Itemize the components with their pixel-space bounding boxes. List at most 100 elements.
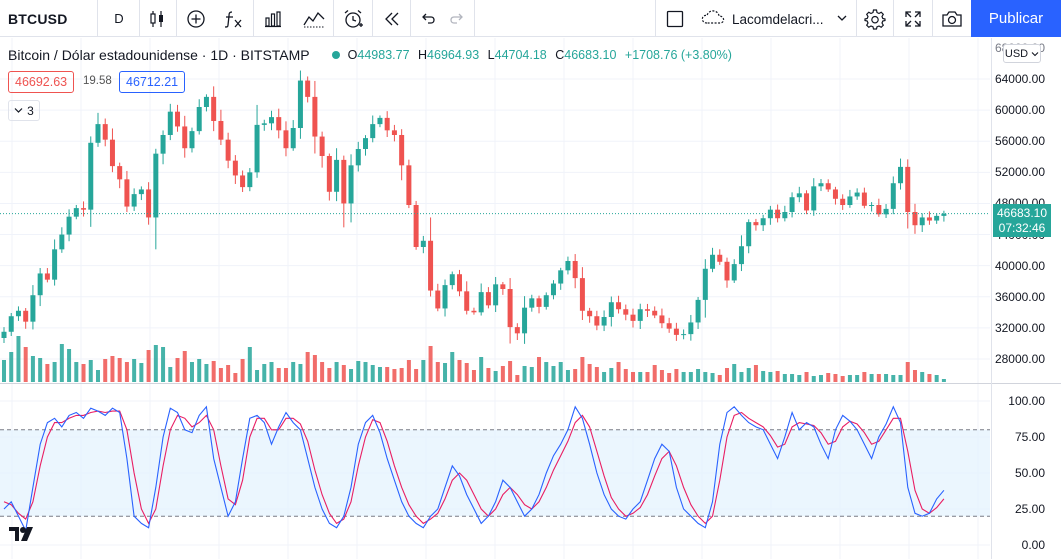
candle-body: [529, 298, 535, 308]
candle-body: [1, 331, 7, 338]
candle-body: [73, 208, 79, 217]
candle-body: [738, 246, 744, 265]
candle-body: [30, 295, 36, 322]
stoch-axis-label: 100.00: [1008, 394, 1045, 408]
candle-body: [840, 198, 846, 205]
candle-body: [926, 217, 932, 221]
candle-body: [203, 96, 209, 107]
series-legend: Bitcoin / Dólar estadounidense · 1D · BI…: [8, 46, 732, 64]
volume-bar: [638, 372, 643, 382]
volume-bar: [247, 347, 252, 382]
compare-icon[interactable]: [292, 0, 336, 37]
candle-body: [471, 310, 477, 313]
volume-bar: [175, 358, 180, 382]
volume-bar: [659, 370, 664, 382]
camera-icon[interactable]: [933, 0, 971, 37]
price-axis-label: 32000.00: [994, 320, 1045, 335]
candle-body: [370, 124, 376, 139]
price-axis-border: [991, 38, 992, 559]
volume-bar: [717, 375, 722, 382]
volume-bar: [652, 365, 657, 382]
volume-bar: [255, 370, 260, 382]
candle-body: [449, 274, 455, 286]
candle-body: [290, 128, 296, 149]
buy-button[interactable]: 46712.21: [119, 71, 186, 93]
volume-bar: [703, 372, 708, 382]
volume-bar: [23, 347, 28, 382]
ohlc-values: O44983.77 H46964.93 L44704.18 C46683.10 …: [347, 48, 732, 62]
candle-body: [456, 274, 462, 292]
layout-name: Lacomdelacri...: [732, 11, 824, 27]
chevron-down-icon: [14, 108, 23, 113]
volume-bar: [493, 371, 498, 382]
volume-bar: [486, 368, 491, 382]
volume-bar: [544, 362, 549, 382]
candle-body: [753, 222, 759, 226]
redo-icon[interactable]: [442, 0, 472, 37]
candle-body: [131, 194, 137, 207]
candle-body: [616, 302, 622, 310]
undo-icon[interactable]: [412, 0, 444, 37]
candle-body: [760, 218, 766, 226]
fx-icon[interactable]: [215, 0, 253, 37]
volume-bar: [327, 368, 332, 382]
candle-body: [507, 289, 513, 328]
volume-bar: [320, 362, 325, 382]
volume-bar: [218, 368, 223, 382]
expand-icon[interactable]: [894, 0, 932, 37]
candle-body: [731, 264, 737, 281]
volume-bar: [399, 368, 404, 382]
tradingview-logo[interactable]: [8, 522, 40, 546]
currency-select[interactable]: USD: [1003, 44, 1041, 63]
volume-bar: [262, 364, 267, 382]
candle-body: [442, 285, 448, 309]
volume-bar: [739, 372, 744, 382]
candle-body: [608, 302, 614, 317]
candle-body: [587, 310, 593, 317]
sell-button[interactable]: 46692.63: [8, 71, 75, 93]
candles-icon[interactable]: [140, 0, 174, 37]
gear-icon[interactable]: [857, 0, 893, 37]
candle-body: [861, 192, 867, 206]
interval-button[interactable]: D: [114, 11, 124, 26]
volume-bar: [508, 361, 513, 382]
candle-body: [832, 189, 838, 199]
market-status-dot[interactable]: [331, 51, 340, 59]
candle-body: [146, 189, 152, 218]
candle-body: [153, 153, 159, 218]
volume-bar: [594, 367, 599, 382]
price-axis-label: 56000.00: [994, 134, 1045, 149]
symbol-search-button[interactable]: BTCUSD: [0, 0, 98, 37]
candle-body: [796, 193, 802, 198]
indicators-toggle-button[interactable]: 3: [8, 100, 40, 121]
candle-body: [66, 216, 72, 235]
candle-body: [297, 80, 303, 128]
publish-button[interactable]: Publicar: [971, 0, 1061, 37]
volume-bar: [45, 364, 50, 382]
layout-selector[interactable]: Lacomdelacri...: [700, 8, 848, 30]
volume-bar: [529, 367, 534, 382]
volume-bar: [746, 368, 751, 382]
alert-icon[interactable]: [334, 0, 372, 37]
candle-body: [565, 261, 571, 271]
candle-body: [44, 273, 50, 280]
candle-body: [514, 327, 520, 334]
candle-body: [558, 270, 564, 284]
replay-icon[interactable]: [373, 0, 411, 37]
fullscreen-square-icon[interactable]: [656, 0, 694, 37]
templates-icon[interactable]: [254, 0, 292, 37]
volume-bar: [912, 370, 917, 382]
volume-bar: [811, 376, 816, 382]
series-title[interactable]: Bitcoin / Dólar estadounidense · 1D · BI…: [8, 47, 310, 63]
pane-divider[interactable]: [0, 383, 1061, 384]
volume-bar: [920, 372, 925, 382]
volume-bar: [117, 358, 122, 382]
volume-bar: [233, 373, 238, 382]
volume-bar: [884, 374, 889, 382]
candle-body: [782, 212, 788, 219]
volume-bar: [522, 366, 527, 382]
indicators-plus-icon[interactable]: [177, 0, 215, 37]
volume-bar: [804, 372, 809, 382]
candle-body: [818, 183, 824, 187]
